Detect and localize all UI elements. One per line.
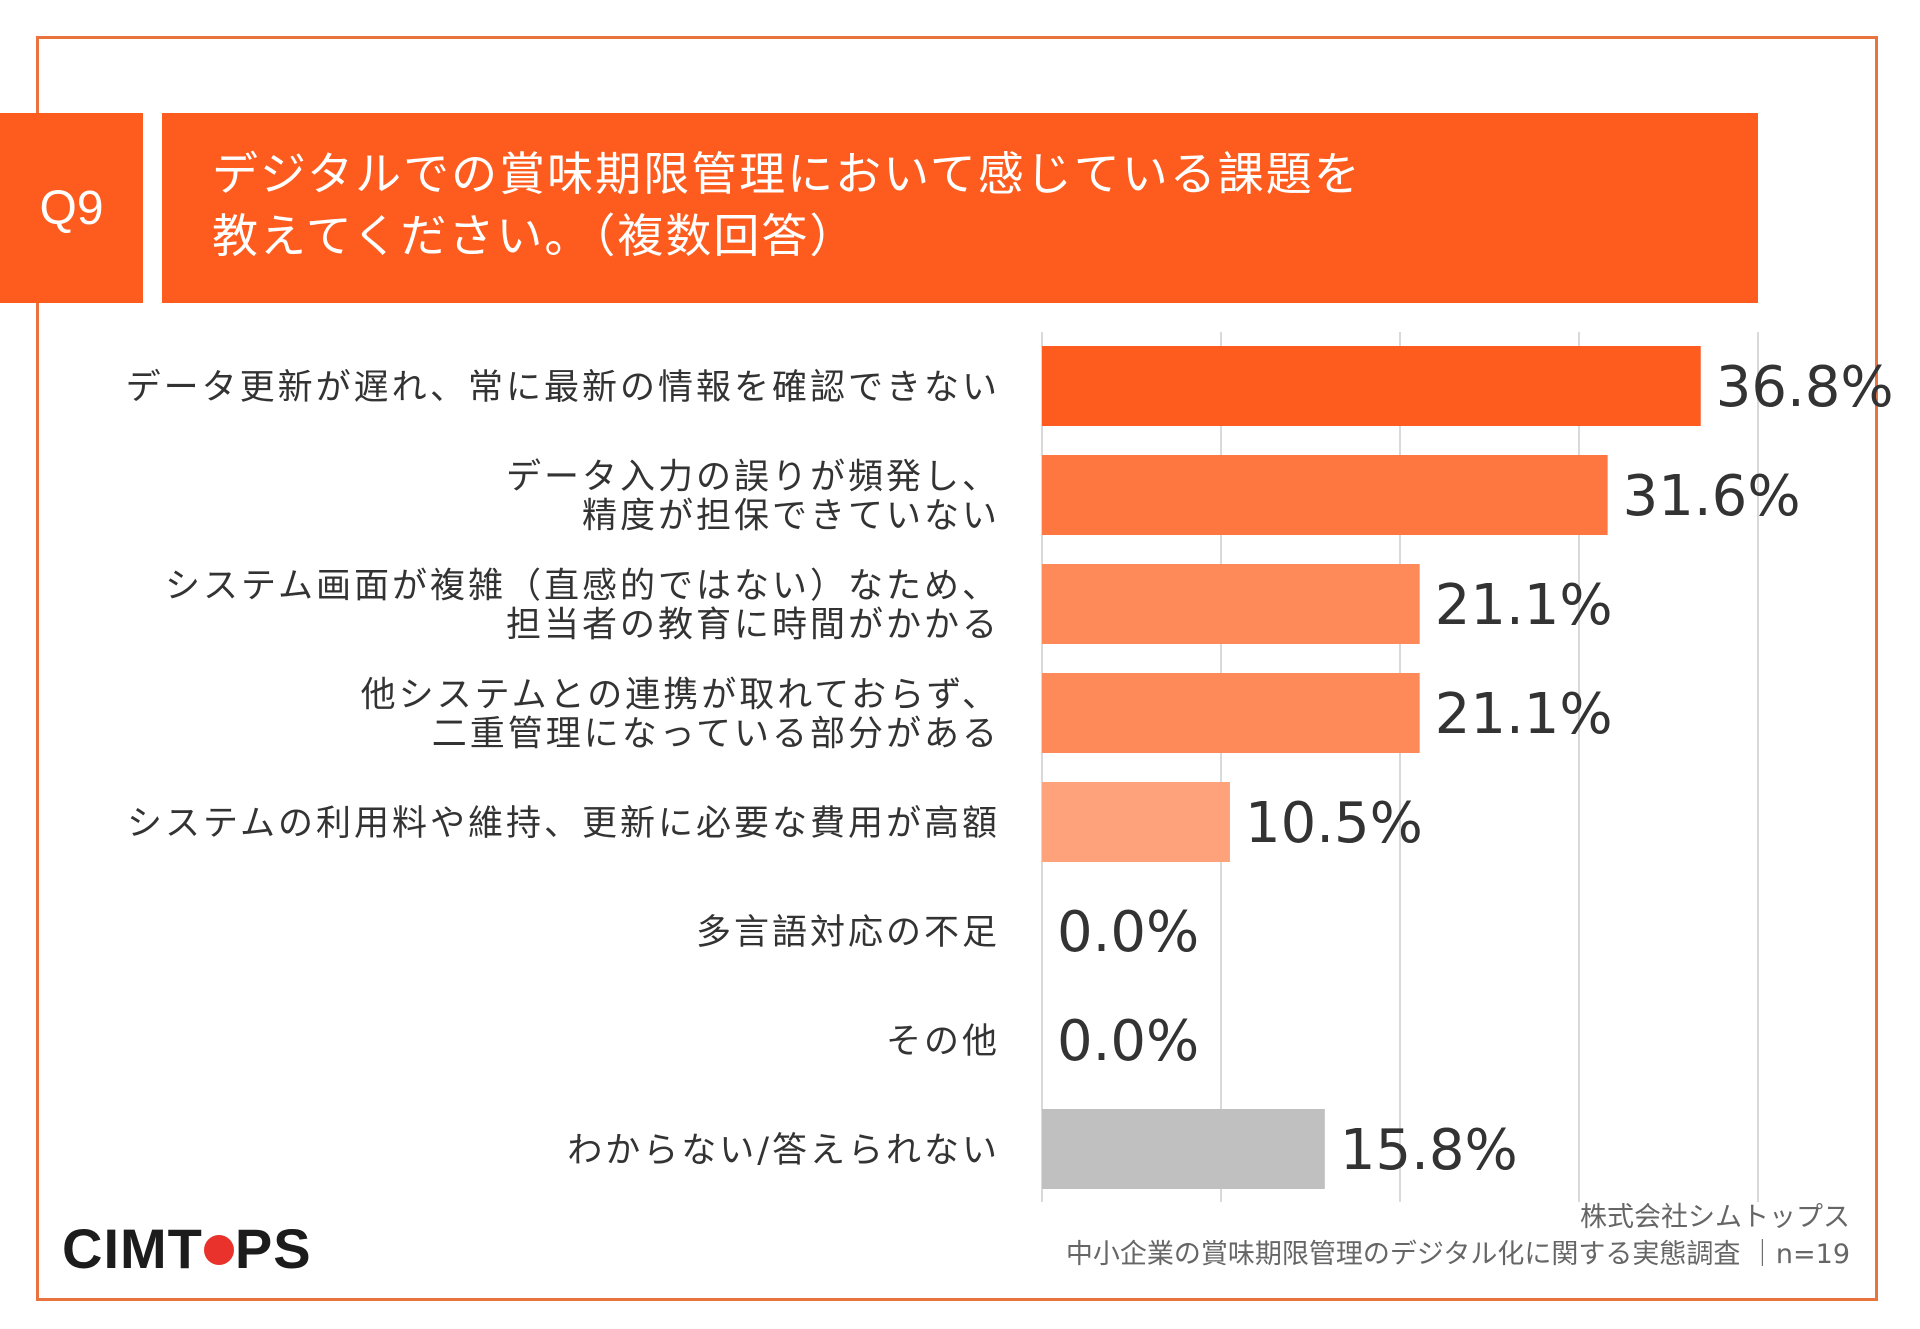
value-label-7: 15.8% [1340,1118,1518,1183]
value-label-0: 36.8% [1716,355,1894,420]
value-label-4: 10.5% [1245,791,1423,856]
bar-0 [1042,346,1701,426]
bar-7 [1042,1109,1325,1189]
category-label-1-line-2: 精度が担保できていない [582,497,1000,537]
question-title-line-1: デジタルでの賞味期限管理において感じている課題を [212,147,1362,201]
value-label-2: 21.1% [1435,573,1613,638]
bar-3 [1042,673,1420,753]
value-label-1: 31.6% [1623,464,1801,529]
category-label-3-line-2: 二重管理になっている部分がある [432,715,1000,755]
value-label-3: 21.1% [1435,682,1613,747]
category-label-2-line-2: 担当者の教育に時間がかかる [506,606,1000,646]
question-title: デジタルでの賞味期限管理において感じている課題を 教えてください。（複数回答） [162,113,1758,303]
question-title-line-2: 教えてください。（複数回答） [212,209,858,263]
category-label-3-line-1: 他システムとの連携が取れておらず、 [361,676,1000,716]
category-label-1-line-1: データ入力の誤りが頻発し、 [506,458,1000,498]
category-label-6: その他 [886,1022,1000,1062]
logo-text-end: PS [234,1217,312,1280]
logo-dot-icon [203,1235,234,1266]
category-label-4: システムの利用料や維持、更新に必要な費用が高額 [127,804,1000,844]
bar-2 [1042,564,1420,644]
category-label-7: わからない/答えられない [567,1131,1000,1171]
category-label-5: 多言語対応の不足 [696,913,1000,953]
cimtops-logo: CIMT PS [62,1216,312,1281]
category-label-2-line-1: システム画面が複雑（直感的ではない）なため、 [165,567,1000,607]
value-label-6: 0.0% [1057,1009,1199,1074]
value-label-5: 0.0% [1057,900,1199,965]
logo-text-start: CIMT [62,1217,203,1280]
survey-info: 中小企業の賞味期限管理のデジタル化に関する実態調査 ｜n=19 [1065,1239,1850,1270]
outer-frame [36,36,1878,1301]
bar-1 [1042,455,1608,535]
question-number: Q9 [0,113,143,303]
category-label-0: データ更新が遅れ、常に最新の情報を確認できない [126,368,1000,408]
company-name: 株式会社シムトップス [1580,1202,1850,1233]
bar-4 [1042,782,1230,862]
